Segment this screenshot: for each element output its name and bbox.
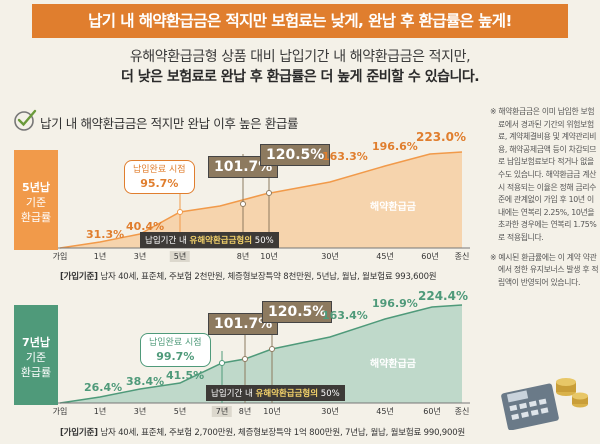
x-tick-label: 1년 bbox=[93, 407, 107, 416]
info-label: [가입기준] bbox=[60, 272, 98, 282]
pct-label: 196.9% bbox=[372, 297, 418, 310]
x-tick-label: 30년 bbox=[321, 252, 339, 261]
side-label-5-line2: 기준 bbox=[25, 196, 47, 209]
pct-label: 196.6% bbox=[372, 140, 418, 153]
chart-7-year: 7년납 기준 환급률 26.4% 38.4% 41.5% 101.7% 120.… bbox=[0, 285, 490, 425]
footnote: ※ 해약환급금은 이미 납입한 보험료에서 경과된 기간의 위험보험료, 계약체… bbox=[490, 107, 597, 242]
completion-bubble-7: 납입완료 시점 99.7% bbox=[140, 333, 211, 367]
x-tick-label: 5년 bbox=[173, 407, 187, 416]
x-tick-label: 45년 bbox=[376, 252, 394, 261]
area-label-5: 해약환급금 bbox=[370, 202, 416, 213]
x-tick-label: 8년 bbox=[236, 252, 250, 261]
half-tag-7: 납입기간 내 유해약환급금형의 50% bbox=[206, 385, 345, 401]
marker-10 bbox=[266, 190, 272, 196]
bubble-value: 99.7% bbox=[156, 350, 195, 363]
side-label-5-line3: 환급률 bbox=[20, 211, 52, 224]
side-label-bg bbox=[14, 305, 58, 405]
tag-bold: 유해약환급금형의 bbox=[255, 389, 319, 399]
chart-5-area bbox=[60, 152, 462, 248]
pct-label: 31.3% bbox=[86, 228, 125, 241]
area-label-7: 해약환급금 bbox=[370, 359, 416, 370]
half-tag-5: 납입기간 내 유해약환급금형의 50% bbox=[140, 232, 279, 248]
marker-10 bbox=[269, 346, 275, 352]
x-tick-label: 가입 bbox=[52, 407, 68, 416]
pct-label: 26.4% bbox=[84, 381, 123, 394]
x-tick-label: 3년 bbox=[133, 252, 147, 261]
tag-bold: 유해약환급금형의 bbox=[189, 236, 253, 246]
x-tick-label: 종신 bbox=[454, 252, 470, 261]
x-tick-label: 가입 bbox=[52, 252, 68, 261]
side-label-7-line1: 7년납 bbox=[22, 336, 50, 349]
tag-prefix: 납입기간 내 bbox=[211, 389, 256, 399]
pct-label: 40.4% bbox=[126, 220, 165, 233]
pct-box: 101.7% bbox=[208, 313, 279, 335]
x-tick-label: 45년 bbox=[376, 407, 394, 416]
pct-label: 163.4% bbox=[322, 309, 368, 322]
x-tick-label: 1년 bbox=[93, 252, 107, 261]
side-label-7-line3: 환급률 bbox=[20, 366, 52, 379]
side-label-7-line2: 기준 bbox=[25, 351, 47, 364]
x-tick-label: 7년 bbox=[211, 406, 233, 417]
bubble-caption: 납입완료 시점 bbox=[149, 338, 202, 348]
info-text: 남자 40세, 표준체, 주보험 2,700만원, 체증형보장특약 1억 800… bbox=[97, 428, 466, 438]
bubble-caption: 납입완료 시점 bbox=[133, 165, 186, 175]
x-tick-label: 종신 bbox=[454, 407, 470, 416]
pct-label: 163.3% bbox=[322, 150, 368, 163]
side-label-5: 5년납 기준 환급률 bbox=[14, 150, 58, 250]
pct-label: 223.0% bbox=[416, 130, 466, 144]
pct-label: 41.5% bbox=[166, 369, 205, 382]
side-label-bg bbox=[14, 150, 58, 250]
info-label: [가입기준] bbox=[60, 428, 98, 438]
x-tick-label: 60년 bbox=[423, 407, 441, 416]
pct-label: 38.4% bbox=[126, 375, 165, 388]
pct-label: 224.4% bbox=[418, 289, 468, 303]
pct-box: 120.5% bbox=[260, 144, 331, 166]
side-label-7: 7년납 기준 환급률 bbox=[14, 305, 58, 405]
join-info-7: [가입기준] 남자 40세, 표준체, 주보험 2,700만원, 체증형보장특약… bbox=[60, 426, 465, 438]
chart-7-area bbox=[60, 305, 462, 403]
marker-5 bbox=[177, 209, 183, 215]
join-info-5: [가입기준] 남자 40세, 표준체, 주보험 2천만원, 체증형보장특약 8천… bbox=[60, 270, 437, 282]
calculator-coins-icon bbox=[501, 378, 588, 430]
subtitle-line-1: 유해약환급금형 상품 대비 납입기간 내 해약환급금은 적지만, bbox=[129, 49, 471, 65]
tag-prefix: 납입기간 내 bbox=[145, 236, 190, 246]
marker-8 bbox=[240, 201, 246, 207]
x-tick-label: 10년 bbox=[260, 252, 278, 261]
chart-5-year: 5년납 기준 환급률 31.3% 40.4% 101.7% 120.5% 163… bbox=[0, 130, 490, 280]
footnotes: ※ 해약환급금은 이미 납입한 보험료에서 경과된 기간의 위험보험료, 계약체… bbox=[490, 106, 600, 296]
side-label-5-line1: 5년납 bbox=[22, 181, 50, 194]
pct-box: 120.5% bbox=[262, 301, 333, 323]
marker-8 bbox=[242, 356, 248, 362]
tag-suffix: 50% bbox=[318, 389, 340, 399]
section-title: 납기 내 해약환급금은 적지만 완납 이후 높은 환급률 bbox=[40, 116, 299, 131]
completion-bubble-5: 납입완료 시점 95.7% bbox=[124, 160, 195, 194]
x-tick-label: 3년 bbox=[133, 407, 147, 416]
footnote: ※ 예시된 환급률에는 이 계약 약관에서 정한 유지보너스 발생 후 적립액이… bbox=[490, 252, 599, 287]
x-tick-label: 5년 bbox=[169, 251, 191, 262]
x-tick-label: 30년 bbox=[321, 407, 339, 416]
x-tick-label: 10년 bbox=[263, 407, 281, 416]
banner-title: 납기 내 해약환급금은 적지만 보험료는 낮게, 완납 후 환급률은 높게! bbox=[32, 4, 568, 38]
bubble-value: 95.7% bbox=[140, 177, 179, 190]
marker-7 bbox=[219, 360, 225, 366]
tag-suffix: 50% bbox=[252, 236, 274, 246]
chart-7-svg bbox=[14, 304, 470, 405]
x-tick-label: 8년 bbox=[238, 407, 252, 416]
check-circle-icon bbox=[14, 109, 37, 131]
subtitle-line-2: 더 낮은 보험료로 완납 후 환급률은 더 높게 준비할 수 있습니다. bbox=[120, 69, 480, 85]
info-text: 남자 40세, 표준체, 주보험 2천만원, 체증형보장특약 8천만원, 5년납… bbox=[97, 272, 437, 282]
x-tick-label: 60년 bbox=[421, 252, 439, 261]
